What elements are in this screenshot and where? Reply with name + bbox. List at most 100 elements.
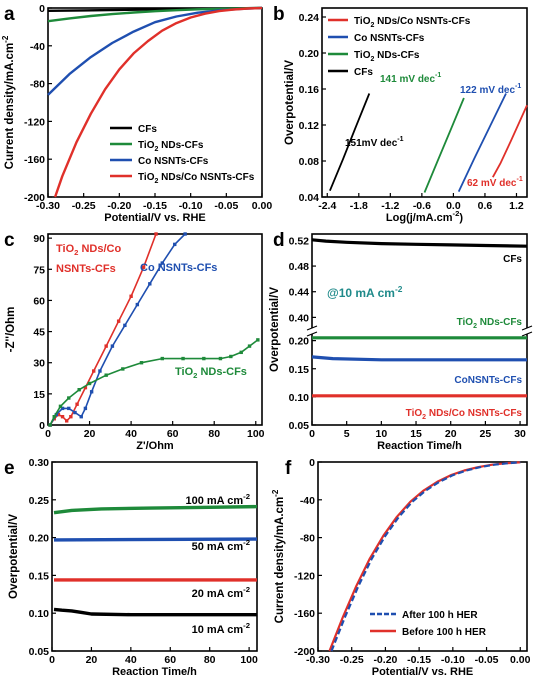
data-point (56, 412, 61, 417)
x-tick-label: 1.2 (509, 200, 524, 212)
panel-label: a (4, 4, 15, 25)
y-tick-label: -40 (300, 495, 315, 507)
series-line (328, 461, 521, 652)
y-tick-label: 0.15 (29, 570, 50, 582)
data-point (104, 344, 108, 348)
data-point (77, 388, 81, 392)
condition-label: @10 mA cm-2​ (327, 284, 403, 300)
legend-label: TiO2​ NDs/Co NSNTs-CFs (138, 172, 255, 185)
annotation-slope: 62 mV dec-1​ (467, 176, 523, 189)
series-line (53, 504, 258, 515)
data-point (148, 282, 152, 286)
data-point (181, 356, 185, 361)
y-tick-label: -80 (30, 79, 45, 91)
series-label: TiO2​ NDs/Co NSNTs-CFs (406, 408, 523, 421)
annotation-slope: 151mV dec-1​ (345, 136, 404, 149)
data-point (60, 406, 65, 411)
panel-c: 0 20 40 60 80 100 Z'/Ohm 0 15 30 45 60 75 90 -Z''/Ohm c… (4, 230, 265, 452)
legend-label: Co NSNTs-CFs (354, 33, 425, 44)
data-point (58, 404, 63, 409)
y-tick-label: 0.30 (29, 457, 50, 469)
panel-a: -0.30 -0.25 -0.20 -0.15 -0.10 -0.05 0.00 Potent… (1, 3, 272, 224)
series-line (49, 339, 259, 426)
axis-break (306, 331, 318, 337)
data-point (229, 354, 233, 359)
series-line (457, 93, 507, 192)
series-label: 10 mA cm-2​ (192, 621, 250, 636)
y-tick-label: 45 (33, 327, 45, 339)
annotation-slope: 141 mV dec-1​ (380, 72, 441, 85)
x-tick-label: 0.00 (510, 654, 531, 666)
axis-break (306, 325, 318, 331)
y-tick-label: 0.10 (29, 608, 50, 620)
panel-label: c (4, 230, 15, 251)
data-point (141, 265, 146, 269)
data-point (121, 367, 125, 371)
series-line (311, 238, 528, 248)
panel-e: 0 20 40 60 80 100 Reaction Time/h 0.05 0.10 0.15 0… (4, 457, 258, 678)
data-point (87, 381, 92, 386)
data-point (256, 338, 260, 342)
series-label: 50 mA cm-2​ (192, 538, 250, 553)
data-point (60, 414, 65, 419)
y-tick-label: 0.24 (299, 12, 320, 24)
x-tick-label: 15 (410, 428, 422, 440)
annotation-series: TiO2​ NDs-CFs (175, 366, 247, 380)
data-point (139, 361, 144, 365)
x-tick-label: 5 (344, 428, 350, 440)
panel-label: b (273, 4, 285, 25)
y-axis-label: Overpotential/V (284, 60, 296, 145)
y-tick-label: 75 (33, 264, 45, 276)
annotation-slope: 122 mV dec-1​ (460, 83, 521, 96)
y-tick-label: 0.20 (29, 533, 50, 545)
x-axis-label: Z'/Ohm (136, 440, 174, 452)
x-tick-label: 60 (167, 428, 179, 440)
x-tick-label: -0.6 (413, 200, 431, 212)
y-tick-label: 15 (33, 389, 45, 401)
x-tick-label: -1.8 (350, 200, 368, 212)
y-axis-label: -Z''/Ohm (5, 307, 17, 353)
x-tick-label: 20 (445, 428, 457, 440)
legend-label: CFs (138, 124, 157, 135)
y-tick-label: 0 (39, 3, 45, 15)
series-line (53, 537, 258, 542)
y-tick-label: -200 (24, 192, 45, 204)
data-point (69, 414, 73, 419)
x-tick-label: -0.05 (214, 200, 238, 212)
x-axis-label: Reaction Time/h (377, 440, 462, 452)
series-label: 100 mA cm-2​ (185, 492, 250, 507)
legend-label: TiO2​ NDs/Co NSNTs-CFs (354, 16, 471, 29)
panel-b: -2.4 -1.8 -1.2 -0.6 0.0 0.6 1.2 Log(j/mA.cm-2​)… (273, 4, 528, 224)
x-axis-label: Log(j/mA.cm-2​) (386, 209, 463, 224)
data-point (173, 242, 177, 247)
legend-label: After 100 h HER (402, 610, 478, 621)
y-tick-label: -80 (300, 533, 315, 545)
series-line (49, 233, 186, 426)
y-tick-label: -200 (294, 646, 315, 658)
legend-label: TiO2​ NDs-CFs (138, 140, 204, 153)
x-tick-label: -0.10 (179, 200, 203, 212)
y-tick-label: 0 (39, 420, 45, 432)
y-axis-label: Current density/mA.cm-2​ (1, 35, 16, 169)
data-point (79, 414, 83, 419)
y-tick-label: 0.48 (289, 261, 310, 273)
y-tick-label: -40 (30, 41, 45, 53)
data-point (104, 373, 108, 377)
y-tick-label: 0.12 (299, 120, 320, 132)
y-tick-label: 0.52 (289, 235, 310, 247)
data-point (160, 356, 164, 361)
x-tick-label: 0.6 (478, 200, 493, 212)
x-tick-label: 20 (84, 428, 96, 440)
data-point (110, 344, 115, 348)
data-point (64, 419, 69, 423)
plot-frame (317, 461, 528, 652)
x-tick-label: -0.20 (373, 654, 397, 666)
series-line (329, 93, 371, 192)
panel-label: d (273, 230, 285, 251)
data-point (202, 356, 206, 361)
y-tick-label: 0 (309, 457, 315, 469)
x-tick-label: 40 (125, 428, 137, 440)
x-tick-label: -0.20 (107, 200, 131, 212)
x-axis-label: Potential/V vs. RHE (104, 212, 205, 224)
x-tick-label: -0.25 (340, 654, 364, 666)
